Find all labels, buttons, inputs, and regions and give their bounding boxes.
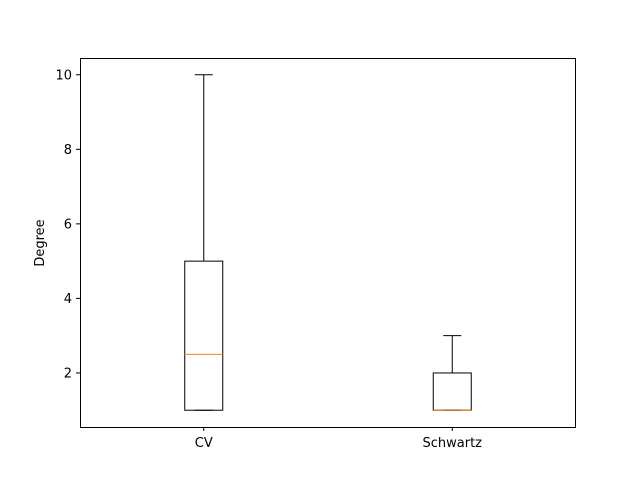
y-tick-label: 2 xyxy=(64,366,72,381)
y-tick-label: 4 xyxy=(64,292,72,307)
box-body xyxy=(184,260,224,411)
x-tick-label: Schwartz xyxy=(422,436,482,451)
y-tick-label: 8 xyxy=(64,143,72,158)
y-axis-label: Degree xyxy=(33,219,48,266)
y-axis: 2 4 6 8 10 xyxy=(55,68,80,381)
boxes-layer xyxy=(184,74,472,411)
x-axis: CV Schwartz xyxy=(195,427,482,451)
x-tick-label: CV xyxy=(195,436,213,451)
box-cv xyxy=(184,74,224,411)
box-schwartz xyxy=(432,335,472,411)
box-body xyxy=(432,372,472,411)
y-tick-label: 6 xyxy=(64,217,72,232)
plot-area-frame xyxy=(80,58,576,428)
y-tick-label: 10 xyxy=(55,68,72,83)
